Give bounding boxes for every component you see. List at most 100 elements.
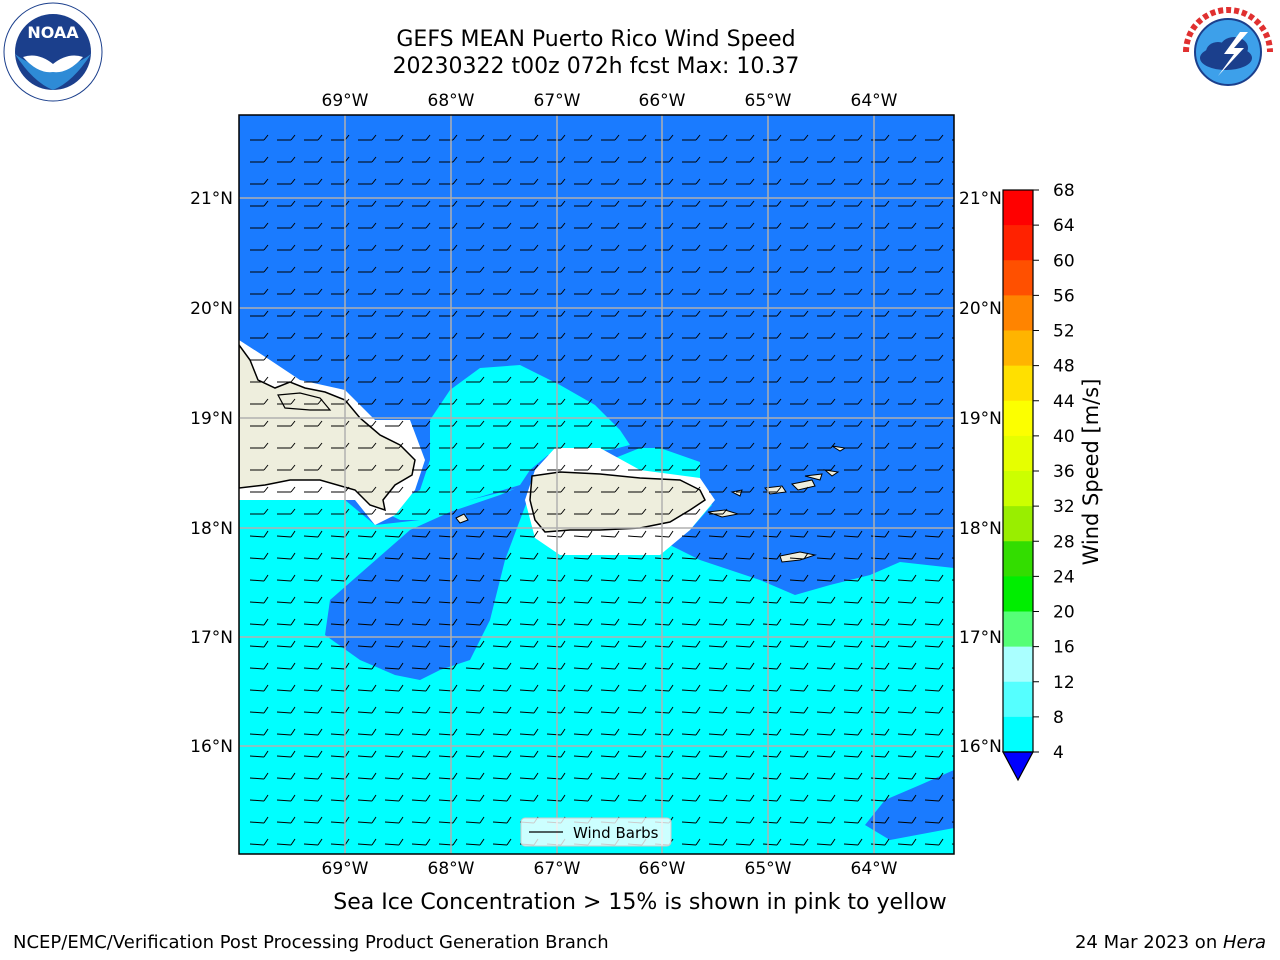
- wind-barb: [250, 244, 269, 251]
- wind-barb: [709, 266, 728, 273]
- wind-barb: [276, 552, 296, 560]
- wind-barb: [762, 684, 782, 692]
- wind-barb: [574, 266, 593, 273]
- wind-barb: [519, 530, 539, 538]
- colorbar-segment: [1003, 646, 1033, 683]
- wind-barb: [304, 288, 323, 295]
- wind-barb: [763, 244, 782, 251]
- wind-barb: [924, 794, 944, 802]
- wind-barb: [250, 508, 269, 515]
- wind-barb: [708, 640, 728, 648]
- wind-barb: [277, 486, 296, 493]
- wind-barb: [709, 464, 728, 471]
- wind-barb: [573, 596, 593, 604]
- wind-barb: [600, 728, 620, 736]
- wind-barb: [601, 420, 620, 427]
- wind-barb: [574, 310, 593, 317]
- wind-barb: [250, 486, 269, 493]
- wind-barb: [520, 156, 539, 163]
- wind-barb: [898, 376, 917, 383]
- wind-barb: [844, 508, 863, 515]
- wind-barb: [600, 772, 620, 780]
- wind-barb: [843, 706, 863, 714]
- wind-barb: [412, 332, 431, 339]
- wind-barb: [573, 772, 593, 780]
- wind-barb: [493, 156, 512, 163]
- wind-barb: [573, 684, 593, 692]
- wind-barb: [924, 552, 944, 560]
- wind-barb: [735, 706, 755, 714]
- wind-barb: [790, 354, 809, 361]
- wind-barb: [546, 596, 566, 604]
- wind-barb: [277, 420, 296, 427]
- wind-barb: [816, 794, 836, 802]
- wind-barb: [843, 838, 863, 846]
- wind-barb: [925, 508, 944, 515]
- wind-barb: [519, 596, 539, 604]
- wind-barb: [816, 530, 836, 538]
- wind-barb: [898, 222, 917, 229]
- wind-barb: [628, 244, 647, 251]
- wind-barb: [358, 442, 377, 449]
- wind-barb: [493, 508, 512, 515]
- wind-barb: [357, 662, 377, 670]
- wind-barb: [493, 178, 512, 185]
- colorbar-tick-label: 68: [1053, 181, 1075, 201]
- wind-barb: [762, 530, 782, 538]
- wind-barb: [817, 398, 836, 405]
- wind-barb: [493, 420, 512, 427]
- wind-barb: [547, 200, 566, 207]
- wind-barb: [492, 530, 512, 538]
- wind-barb: [709, 442, 728, 449]
- wind-barb: [817, 200, 836, 207]
- sea-ice-caption: Sea Ice Concentration > 15% is shown in …: [333, 890, 947, 915]
- wind-barb: [708, 596, 728, 604]
- wind-barb: [844, 442, 863, 449]
- wind-barb: [385, 178, 404, 185]
- wind-barb: [925, 486, 944, 493]
- wind-barb: [925, 222, 944, 229]
- wind-barb: [925, 332, 944, 339]
- wind-barb: [303, 640, 323, 648]
- noaa-logo-icon: NOAA: [3, 2, 103, 102]
- wind-barb: [843, 794, 863, 802]
- wind-barb: [898, 134, 917, 141]
- wind-barb: [304, 200, 323, 207]
- wind-barb: [736, 266, 755, 273]
- wind-barb: [384, 794, 404, 802]
- wind-barb: [276, 772, 296, 780]
- wind-barb: [574, 376, 593, 383]
- wind-barb: [385, 310, 404, 317]
- wind-barb: [709, 222, 728, 229]
- wind-barb: [763, 420, 782, 427]
- wind-barb: [844, 266, 863, 273]
- wind-barb: [844, 486, 863, 493]
- wind-barb: [628, 486, 647, 493]
- wind-barb: [925, 310, 944, 317]
- wind-barb: [843, 750, 863, 758]
- wind-barb: [843, 662, 863, 670]
- wind-barb: [708, 706, 728, 714]
- wind-barb: [897, 838, 917, 846]
- wind-barb: [736, 156, 755, 163]
- wind-barb: [763, 354, 782, 361]
- wind-barb: [546, 662, 566, 670]
- colorbar: 68 64 60 56 52 48 44 40 36 32 28 24 20 16 12 8 4: [1001, 181, 1075, 782]
- wind-barb: [735, 574, 755, 582]
- wind-barb: [844, 200, 863, 207]
- wind-barb: [303, 684, 323, 692]
- wind-barb: [897, 596, 917, 604]
- wind-barb: [897, 772, 917, 780]
- wind-barb: [466, 222, 485, 229]
- wind-barb: [925, 398, 944, 405]
- wind-barb: [276, 662, 296, 670]
- wind-barb: [519, 552, 539, 560]
- wind-barb: [465, 706, 485, 714]
- wind-barb: [492, 552, 512, 560]
- wind-barb: [763, 508, 782, 515]
- wind-barb: [277, 156, 296, 163]
- wind-barb: [898, 420, 917, 427]
- virgin-islands: [764, 469, 840, 495]
- wind-barb: [547, 134, 566, 141]
- wind-barb: [816, 618, 836, 626]
